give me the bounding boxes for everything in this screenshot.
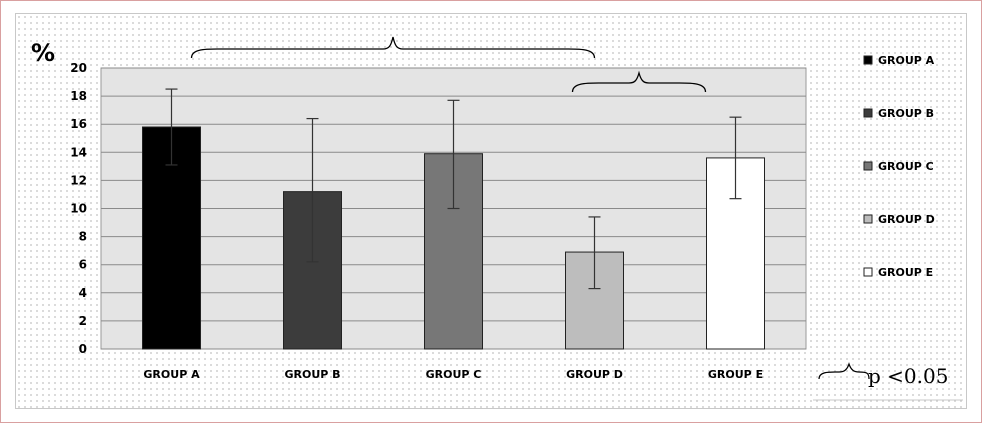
error-bars xyxy=(165,88,742,290)
legend-swatch xyxy=(863,161,873,171)
y-tick-label: 6 xyxy=(79,258,87,272)
legend-item: GROUP B xyxy=(863,107,934,120)
x-tick-label: GROUP E xyxy=(708,368,763,381)
legend: GROUP A GROUP B GROUP C GROUP D GROUP E xyxy=(863,54,935,279)
x-tick-label: GROUP D xyxy=(566,368,623,381)
y-tick-label: 10 xyxy=(70,202,87,216)
significance-key-brace xyxy=(818,362,870,380)
legend-label: GROUP C xyxy=(878,160,934,173)
y-tick-label: 2 xyxy=(79,314,87,328)
legend-item: GROUP E xyxy=(863,266,933,279)
y-tick-label: 0 xyxy=(79,342,87,356)
y-tick-label: 18 xyxy=(70,89,87,103)
x-axis-labels: GROUP A GROUP B GROUP C GROUP D GROUP E xyxy=(143,368,763,381)
x-tick-label: GROUP A xyxy=(143,368,200,381)
legend-label: GROUP A xyxy=(878,54,935,67)
legend-swatch xyxy=(863,108,873,118)
legend-item: GROUP D xyxy=(863,213,935,226)
error-bar xyxy=(447,99,460,210)
y-tick-label: 4 xyxy=(79,286,87,300)
y-unit-label: % xyxy=(31,39,55,67)
y-tick-label: 20 xyxy=(70,61,87,75)
y-axis-ticks: 0 2 4 6 8 10 12 14 16 18 20 xyxy=(70,61,87,356)
error-bar xyxy=(729,116,742,200)
error-bar xyxy=(588,216,601,290)
legend-label: GROUP E xyxy=(878,266,933,279)
significance-key: p <0.05 xyxy=(813,362,963,401)
y-tick-label: 8 xyxy=(79,230,87,244)
y-tick-label: 12 xyxy=(70,173,87,187)
y-tick-label: 16 xyxy=(70,117,87,131)
error-bar xyxy=(306,117,319,263)
error-bar xyxy=(165,88,178,166)
y-tick-label: 14 xyxy=(70,145,87,159)
legend-swatch xyxy=(863,214,873,224)
legend-item: GROUP C xyxy=(863,160,934,173)
x-tick-label: GROUP B xyxy=(284,368,340,381)
significance-note: p <0.05 xyxy=(868,364,948,388)
legend-label: GROUP B xyxy=(878,107,934,120)
bracket-d-e xyxy=(571,70,707,93)
legend-label: GROUP D xyxy=(878,213,935,226)
legend-item: GROUP A xyxy=(863,54,935,67)
x-tick-label: GROUP C xyxy=(426,368,482,381)
bracket-a-d xyxy=(190,36,596,59)
legend-swatch xyxy=(863,55,873,65)
legend-swatch xyxy=(863,267,873,277)
significance-brackets xyxy=(190,36,707,93)
